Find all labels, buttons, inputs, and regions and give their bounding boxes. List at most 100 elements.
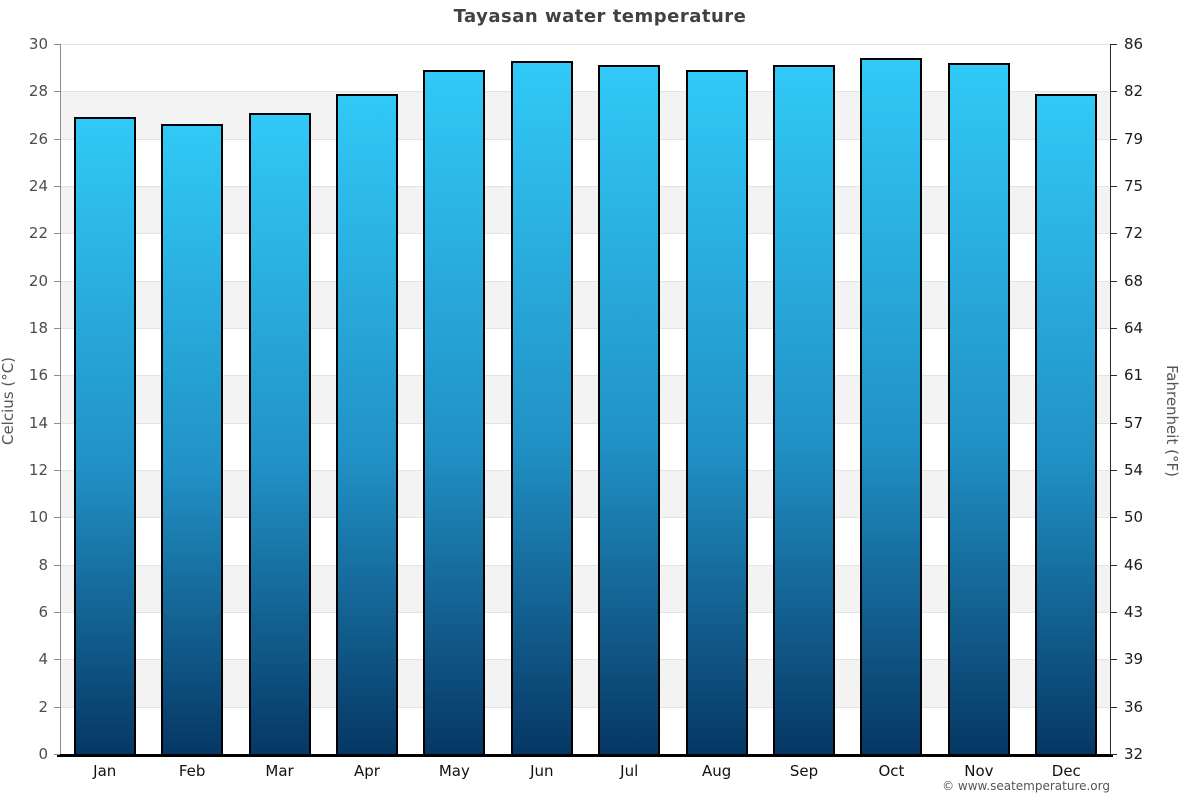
left-tick-mark (54, 659, 60, 661)
left-tick-mark (54, 44, 60, 45)
bar-jan (73, 117, 136, 754)
plot-band (61, 375, 1110, 423)
left-tick-label: 26 (28, 129, 48, 148)
right-tick-label: 61 (1124, 366, 1144, 385)
bar-feb (161, 124, 224, 754)
right-tick-mark (1111, 233, 1117, 235)
left-tick-label: 10 (28, 508, 48, 527)
bar-apr (335, 93, 398, 754)
gridline (61, 91, 1110, 93)
right-tick-mark (1111, 186, 1117, 187)
left-tick-label: 18 (28, 319, 48, 337)
plot-band (61, 44, 1110, 92)
left-tick-label: 20 (28, 271, 48, 290)
left-tick-label: 30 (28, 35, 48, 53)
left-tick-label: 24 (28, 177, 48, 195)
plot-band (61, 564, 1110, 612)
chart-title: Tayasan water temperature (453, 6, 747, 27)
plot-band (61, 91, 1110, 139)
bar-sep (773, 65, 836, 754)
left-tick-label: 22 (28, 224, 48, 243)
bar-may (423, 70, 486, 754)
plot-band (61, 422, 1110, 470)
x-tick-label-feb: Feb (178, 762, 206, 780)
right-tick-label: 57 (1124, 413, 1144, 432)
right-tick-label: 72 (1124, 224, 1144, 243)
gridline (61, 233, 1110, 235)
right-tick-label: 54 (1124, 461, 1144, 479)
left-tick-mark (54, 186, 60, 187)
right-tick-mark (1111, 659, 1117, 661)
copyright-footer: © www.seatemperature.org (942, 779, 1110, 793)
plot-band (61, 470, 1110, 518)
left-tick-label: 0 (38, 745, 48, 763)
left-tick-mark (54, 612, 60, 613)
x-tick-label-jul: Jul (620, 762, 639, 780)
right-tick-mark (1111, 375, 1117, 377)
gridline (61, 44, 1110, 45)
bar-jul (598, 65, 661, 754)
x-tick-label-jun: Jun (530, 762, 554, 780)
plot-band (61, 328, 1110, 376)
left-tick-label: 16 (28, 366, 48, 385)
gridline (61, 186, 1110, 187)
gridline (61, 470, 1110, 471)
gridline (61, 517, 1110, 519)
bar-dec (1035, 93, 1098, 754)
right-tick-mark (1111, 328, 1117, 329)
right-tick-label: 68 (1124, 271, 1144, 290)
right-axis-line (1110, 44, 1111, 755)
right-tick-label: 79 (1124, 129, 1144, 148)
right-tick-mark (1111, 706, 1117, 708)
plot-band (61, 186, 1110, 234)
right-tick-mark (1111, 470, 1117, 471)
right-tick-label: 46 (1124, 555, 1144, 574)
left-tick-label: 8 (38, 555, 48, 574)
x-tick-label-jan: Jan (93, 762, 117, 780)
left-tick-mark (54, 470, 60, 471)
bar-aug (685, 70, 748, 754)
left-tick-label: 28 (28, 82, 48, 101)
x-tick-label-sep: Sep (789, 762, 819, 780)
right-tick-label: 82 (1124, 82, 1144, 101)
plot-band (61, 612, 1110, 660)
right-tick-label: 64 (1124, 319, 1144, 337)
plot-area (61, 44, 1110, 754)
left-tick-mark (54, 280, 60, 282)
x-tick-label-mar: Mar (265, 762, 294, 780)
right-tick-mark (1111, 138, 1117, 140)
gridline (61, 375, 1110, 377)
left-tick-mark (54, 328, 60, 329)
plot-band (61, 659, 1110, 707)
left-tick-mark (54, 91, 60, 93)
right-tick-mark (1111, 280, 1117, 282)
left-tick-mark (54, 564, 60, 566)
gridline (61, 564, 1110, 566)
left-tick-mark (54, 754, 60, 755)
gridline (61, 422, 1110, 424)
bar-mar (248, 112, 311, 754)
plot-band (61, 706, 1110, 754)
left-axis-line (60, 44, 61, 755)
bar-jun (510, 60, 573, 754)
left-axis-title: Celcius (°C) (0, 356, 17, 446)
right-tick-label: 43 (1124, 603, 1144, 621)
plot-band (61, 517, 1110, 565)
x-tick-label-oct: Oct (878, 762, 905, 780)
right-tick-label: 39 (1124, 650, 1144, 669)
x-tick-label-nov: Nov (964, 762, 994, 780)
gridline (61, 612, 1110, 613)
right-tick-mark (1111, 44, 1117, 45)
right-tick-mark (1111, 612, 1117, 613)
x-tick-label-aug: Aug (701, 762, 732, 780)
right-tick-mark (1111, 564, 1117, 566)
plot-band (61, 138, 1110, 186)
right-tick-mark (1111, 91, 1117, 93)
left-tick-mark (54, 138, 60, 140)
right-tick-label: 50 (1124, 508, 1144, 527)
right-tick-mark (1111, 422, 1117, 424)
right-tick-label: 36 (1124, 697, 1144, 716)
left-tick-label: 4 (38, 650, 48, 669)
left-tick-label: 12 (28, 461, 48, 479)
